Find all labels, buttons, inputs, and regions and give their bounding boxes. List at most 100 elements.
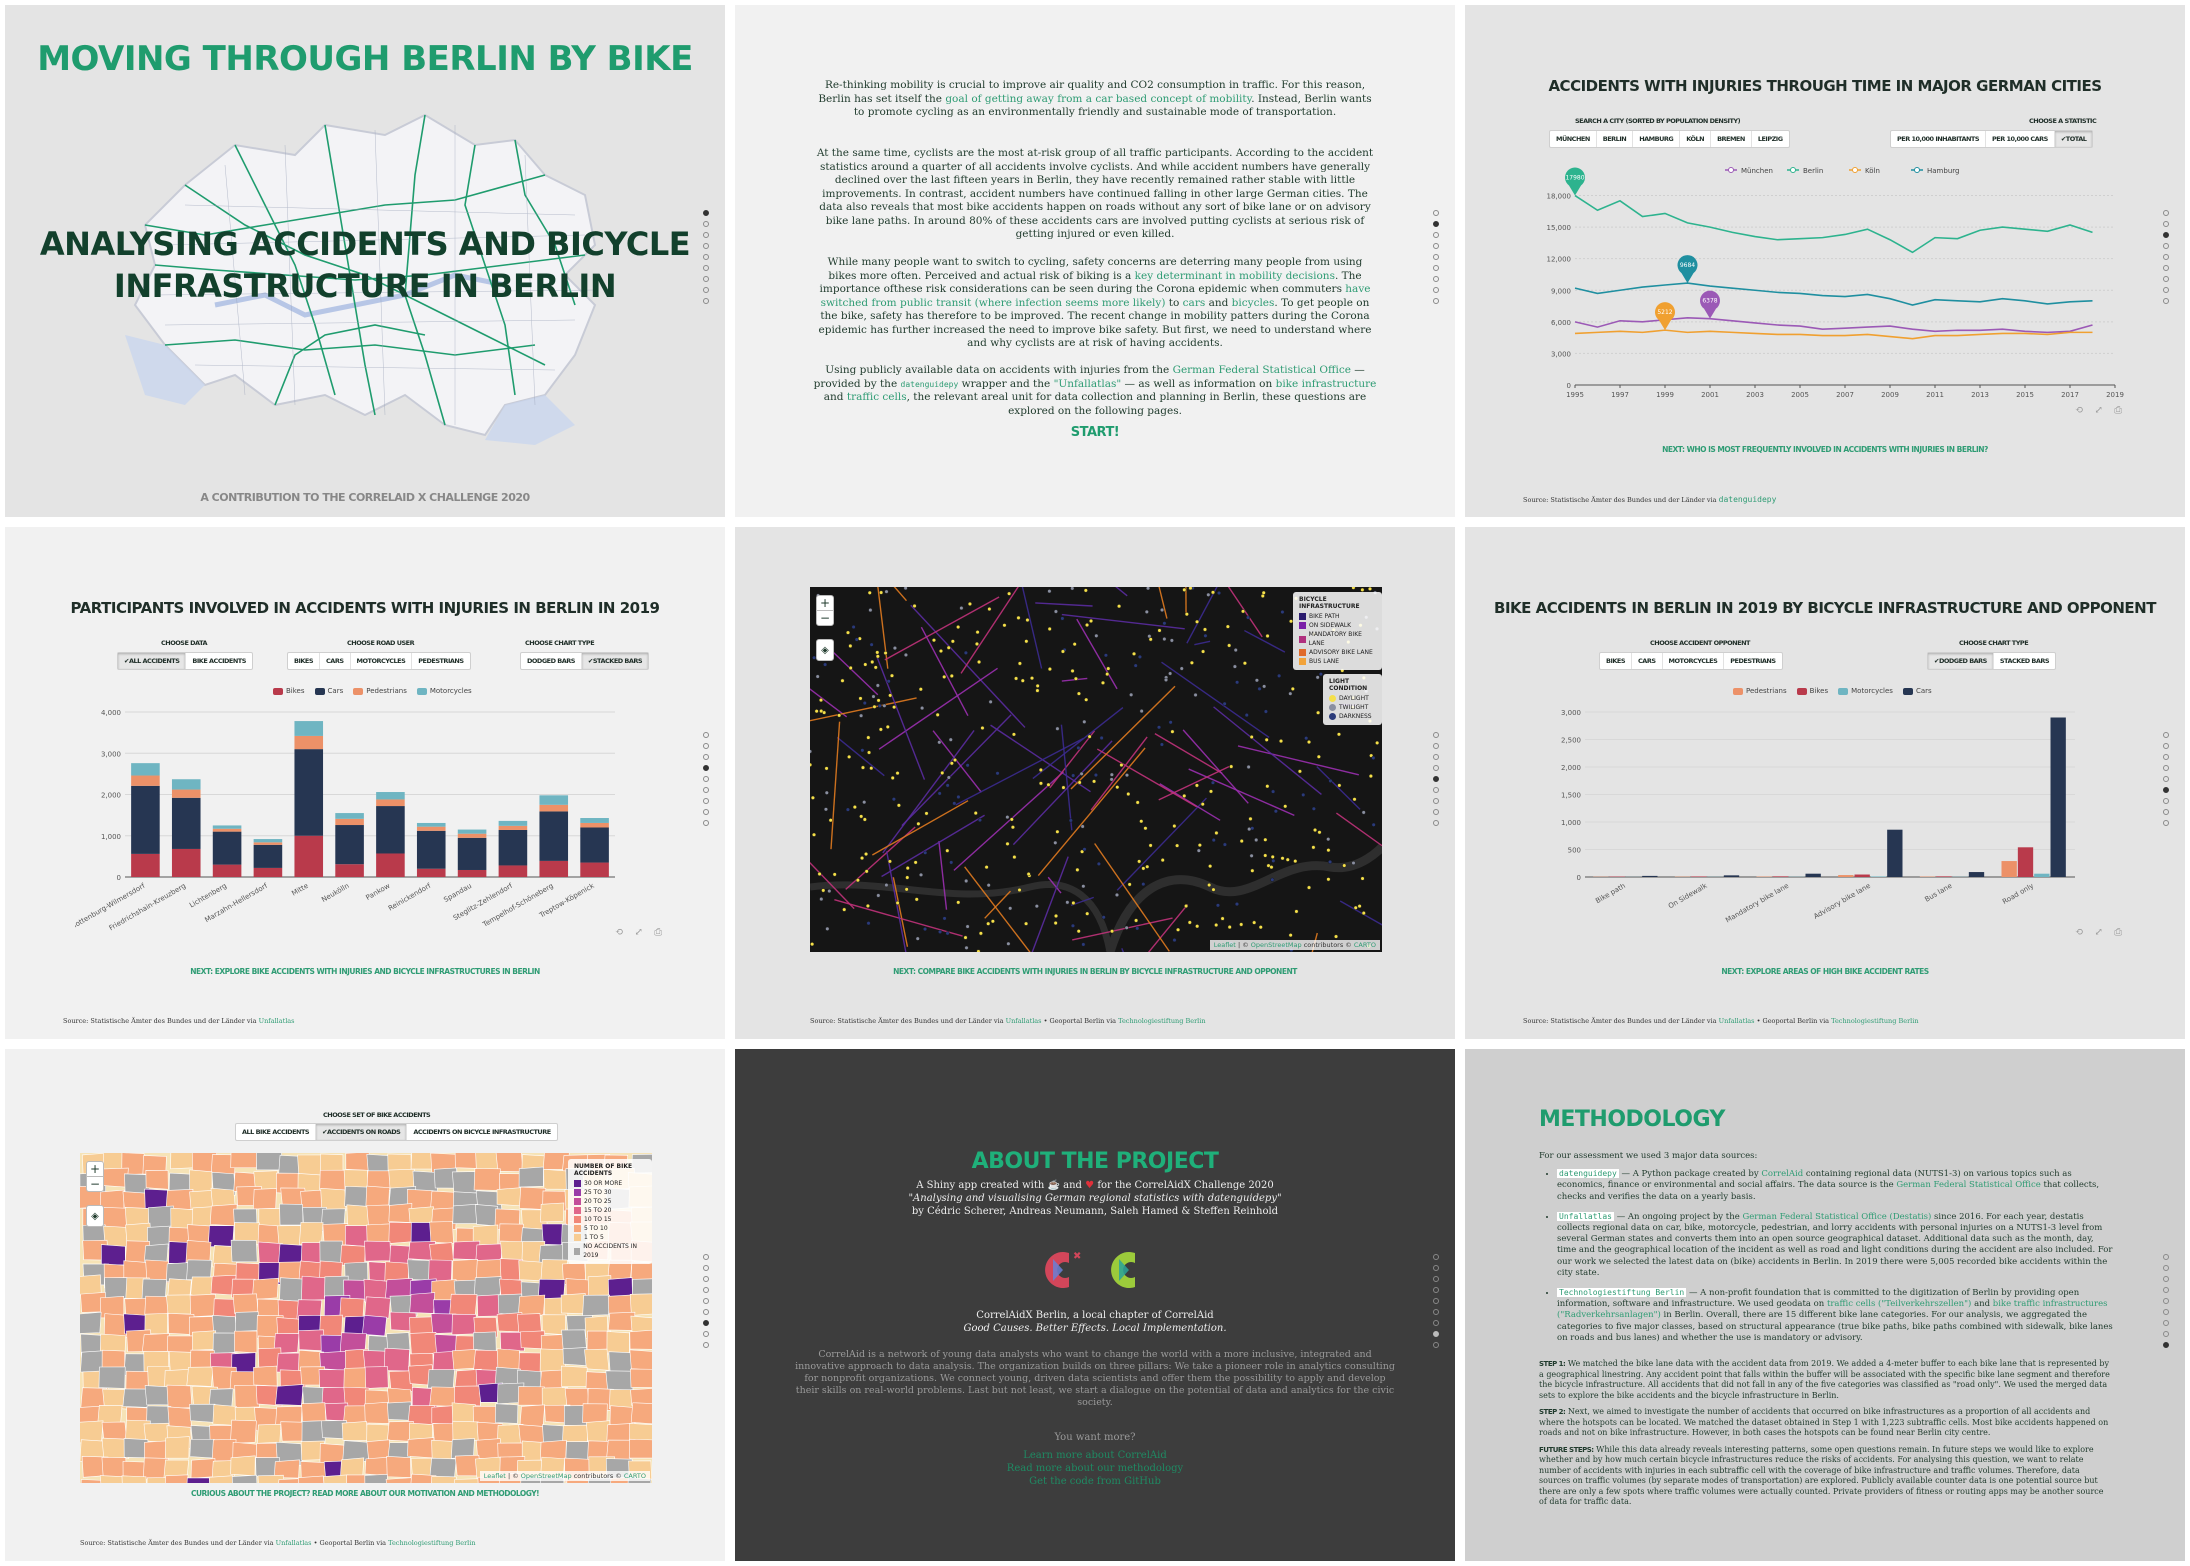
nav-dot[interactable] [703, 243, 709, 249]
nav-dot[interactable] [2163, 1254, 2169, 1260]
nav-dot[interactable] [1433, 232, 1439, 238]
unfallatlas-link[interactable]: Unfallatlas [275, 1539, 312, 1547]
nav-dot[interactable] [1433, 210, 1439, 216]
nav-dot[interactable] [1433, 820, 1439, 826]
city-search-input[interactable]: München Berlin Hamburg Köln Bremen Leipzig [1549, 130, 1790, 148]
chart-type-button[interactable]: ✔Dodged bars [1928, 653, 1994, 669]
start-button[interactable]: START! [1070, 425, 1120, 440]
page-nav-dots[interactable] [2163, 210, 2169, 304]
nav-dot[interactable] [703, 210, 709, 216]
next-page-link[interactable]: Curious about the project? Read more abo… [190, 1489, 540, 1498]
nav-dot[interactable] [703, 754, 709, 760]
chart-type-toggle[interactable]: Dodged bars ✔Stacked bars [520, 652, 650, 670]
nav-dot[interactable] [703, 1298, 709, 1304]
technologiestiftung-link[interactable]: Technologiestiftung Berlin [388, 1539, 476, 1547]
nav-dot[interactable] [2163, 243, 2169, 249]
nav-dot[interactable] [1433, 1287, 1439, 1293]
leaflet-link[interactable]: Leaflet [1213, 941, 1236, 949]
unfallatlas-link[interactable]: "Unfallatlas" [1053, 377, 1122, 390]
nav-dot[interactable] [1433, 765, 1439, 771]
bike-infrastructure-link[interactable]: bike traffic infrastructures ("Radverkeh… [1557, 1299, 2108, 1321]
zoom-control[interactable]: + − [86, 1161, 104, 1192]
chart-toolbox[interactable]: ⟲ ⤢ ⎙ [2075, 405, 2127, 416]
datenguidepy-code[interactable]: datenguidepy [1718, 495, 1777, 504]
carto-link[interactable]: CARTO [1353, 941, 1376, 949]
nav-dot[interactable] [1433, 1254, 1439, 1260]
destatis-link[interactable]: German Federal Statistical Office [1172, 364, 1351, 376]
unfallatlas-link[interactable]: Unfallatlas [258, 1017, 295, 1025]
road-user-button[interactable]: Cars [320, 653, 351, 669]
nav-dot[interactable] [703, 765, 709, 771]
legend-item[interactable]: Motorcycles [1838, 687, 1893, 695]
nav-dot[interactable] [1433, 221, 1439, 227]
zoom-out-button[interactable]: − [817, 610, 833, 625]
next-page-link[interactable]: Next: Explore areas of high bike acciden… [1721, 967, 1929, 976]
page-nav-dots[interactable] [703, 732, 709, 826]
opponent-button[interactable]: Motorcycles [1663, 653, 1725, 669]
cars-link[interactable]: cars [1182, 296, 1206, 309]
nav-dot[interactable] [1433, 298, 1439, 304]
leaflet-link[interactable]: Leaflet [483, 1472, 506, 1480]
nav-dot[interactable] [703, 232, 709, 238]
data-button[interactable]: ✔All accidents [118, 653, 187, 669]
zoom-in-button[interactable]: + [819, 596, 831, 610]
nav-dot[interactable] [2163, 254, 2169, 260]
city-button[interactable]: München [1550, 131, 1597, 147]
layers-icon[interactable]: ◈ [86, 1205, 104, 1227]
nav-dot[interactable] [2163, 776, 2169, 782]
nav-dot[interactable] [1433, 243, 1439, 249]
dark-map-tiles[interactable] [810, 587, 1382, 952]
nav-dot[interactable] [2163, 754, 2169, 760]
nav-dot[interactable] [1433, 276, 1439, 282]
chart-type-toggle[interactable]: ✔Dodged bars Stacked bars [1927, 652, 2057, 670]
nav-dot[interactable] [703, 743, 709, 749]
technologiestiftung-link[interactable]: Technologiestiftung Berlin [1118, 1017, 1206, 1025]
github-link[interactable]: Get the code from GitHub [1029, 1476, 1161, 1487]
city-button[interactable]: Leipzig [1757, 135, 1783, 143]
unfallatlas-link[interactable]: Unfallatlas [1718, 1017, 1755, 1025]
destatis-link[interactable]: German Federal Statistical Office (Desta… [1742, 1211, 1932, 1222]
page-nav-dots[interactable] [1433, 1254, 1439, 1348]
nav-dot[interactable] [2163, 1331, 2169, 1337]
nav-dot[interactable] [703, 287, 709, 293]
nav-dot[interactable] [2163, 287, 2169, 293]
opponent-button[interactable]: Pedestrians [1730, 657, 1776, 665]
nav-dot[interactable] [2163, 809, 2169, 815]
nav-dot[interactable] [703, 798, 709, 804]
nav-dot[interactable] [703, 1320, 709, 1326]
carto-link[interactable]: CARTO [623, 1472, 646, 1480]
legend-item[interactable]: Cars [1902, 687, 1932, 695]
page-nav-dots[interactable] [703, 210, 709, 304]
nav-dot[interactable] [2163, 765, 2169, 771]
zoom-in-button[interactable]: + [89, 1162, 101, 1176]
legend-item[interactable]: Bikes [273, 687, 305, 695]
legend-item[interactable]: Cars [314, 687, 343, 695]
nav-dot[interactable] [2163, 1265, 2169, 1271]
nav-dot[interactable] [2163, 732, 2169, 738]
accident-set-button[interactable]: All bike accidents [236, 1124, 317, 1140]
nav-dot[interactable] [2163, 1342, 2169, 1348]
nav-dot[interactable] [703, 1254, 709, 1260]
nav-dot[interactable] [1433, 1276, 1439, 1282]
nav-dot[interactable] [1433, 798, 1439, 804]
methodology-link[interactable]: Read more about our methodology [1006, 1463, 1184, 1474]
chart-type-button[interactable]: Stacked bars [1999, 657, 2050, 665]
nav-dot[interactable] [2163, 265, 2169, 271]
bicycles-link[interactable]: bicycles [1231, 296, 1275, 309]
nav-dot[interactable] [2163, 1320, 2169, 1326]
nav-dot[interactable] [703, 298, 709, 304]
technologiestiftung-link[interactable]: Technologiestiftung Berlin [1831, 1017, 1919, 1025]
chart-type-button[interactable]: ✔Stacked bars [581, 653, 649, 669]
road-user-toggle[interactable]: Bikes Cars Motorcycles Pedestrians [287, 652, 471, 670]
accident-set-toggle[interactable]: All bike accidents ✔Accidents on roads Acc… [235, 1123, 558, 1141]
nav-dot[interactable] [2163, 798, 2169, 804]
osm-link[interactable]: OpenStreetMap [1250, 941, 1302, 949]
accident-set-button[interactable]: Accidents on bicycle infrastructure [413, 1128, 551, 1136]
layers-icon[interactable]: ◈ [816, 639, 834, 661]
nav-dot[interactable] [1433, 1342, 1439, 1348]
nav-dot[interactable] [1433, 1265, 1439, 1271]
osm-link[interactable]: OpenStreetMap [520, 1472, 572, 1480]
nav-dot[interactable] [2163, 276, 2169, 282]
nav-dot[interactable] [1433, 1320, 1439, 1326]
city-button[interactable]: Hamburg [1633, 131, 1681, 147]
